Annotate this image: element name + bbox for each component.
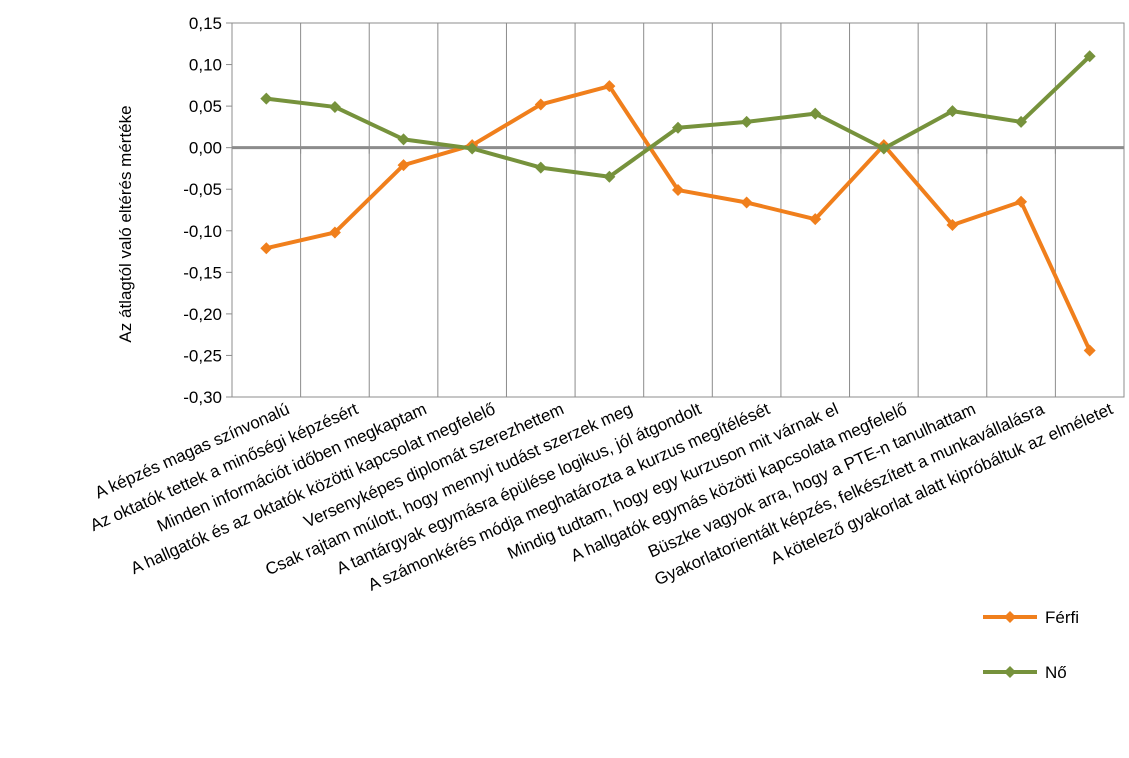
data-point (740, 115, 753, 128)
data-point (466, 142, 479, 155)
data-point (1083, 344, 1096, 357)
data-point (946, 218, 959, 231)
legend-item: Férfi (983, 608, 1079, 627)
y-tick-label: -0,15 (183, 263, 222, 282)
legend-marker (1004, 666, 1016, 678)
y-tick-label: -0,25 (183, 346, 222, 365)
y-tick-label: 0,05 (189, 97, 222, 116)
y-tick-label: -0,20 (183, 305, 222, 324)
data-point (534, 98, 547, 111)
series-group (260, 50, 1096, 357)
data-point (260, 242, 273, 255)
legend: Férfi Nő (983, 608, 1079, 682)
data-point (809, 213, 822, 226)
series-line (266, 54, 1092, 179)
y-tick-label: -0,05 (183, 180, 222, 199)
legend-item: Nő (983, 663, 1067, 682)
legend-label: Nő (1045, 663, 1067, 682)
data-point (877, 142, 890, 155)
data-point (672, 121, 684, 134)
data-point (603, 80, 616, 93)
y-tick-label: 0,00 (189, 139, 222, 158)
y-axis: 0,15 0,10 0,05 0,00 -0,05 -0,10 -0,15 -0,20 -0,2… (183, 14, 232, 407)
series-1 (260, 80, 1096, 357)
data-point (603, 170, 616, 183)
data-point (328, 100, 341, 113)
data-point (946, 105, 959, 118)
legend-label: Férfi (1045, 608, 1079, 627)
data-point (672, 184, 684, 197)
data-point (1015, 195, 1028, 208)
y-axis-label: Az átlagtól való eltérés mértéke (116, 105, 135, 342)
y-tick-label: -0,30 (183, 388, 222, 407)
data-point (260, 92, 273, 105)
data-point (809, 107, 822, 120)
data-point (1083, 50, 1096, 63)
plot-area-border (231, 22, 1125, 398)
data-point (397, 133, 410, 146)
data-point (534, 161, 547, 174)
series-2 (260, 50, 1096, 183)
y-tick-label: 0,15 (189, 14, 222, 33)
data-point (1015, 115, 1028, 128)
y-tick-label: -0,10 (183, 222, 222, 241)
legend-marker (1004, 611, 1016, 623)
data-point (740, 196, 753, 209)
y-tick-label: 0,10 (189, 56, 222, 75)
gridlines (231, 22, 1125, 398)
data-point (397, 159, 410, 172)
data-point (328, 226, 341, 239)
